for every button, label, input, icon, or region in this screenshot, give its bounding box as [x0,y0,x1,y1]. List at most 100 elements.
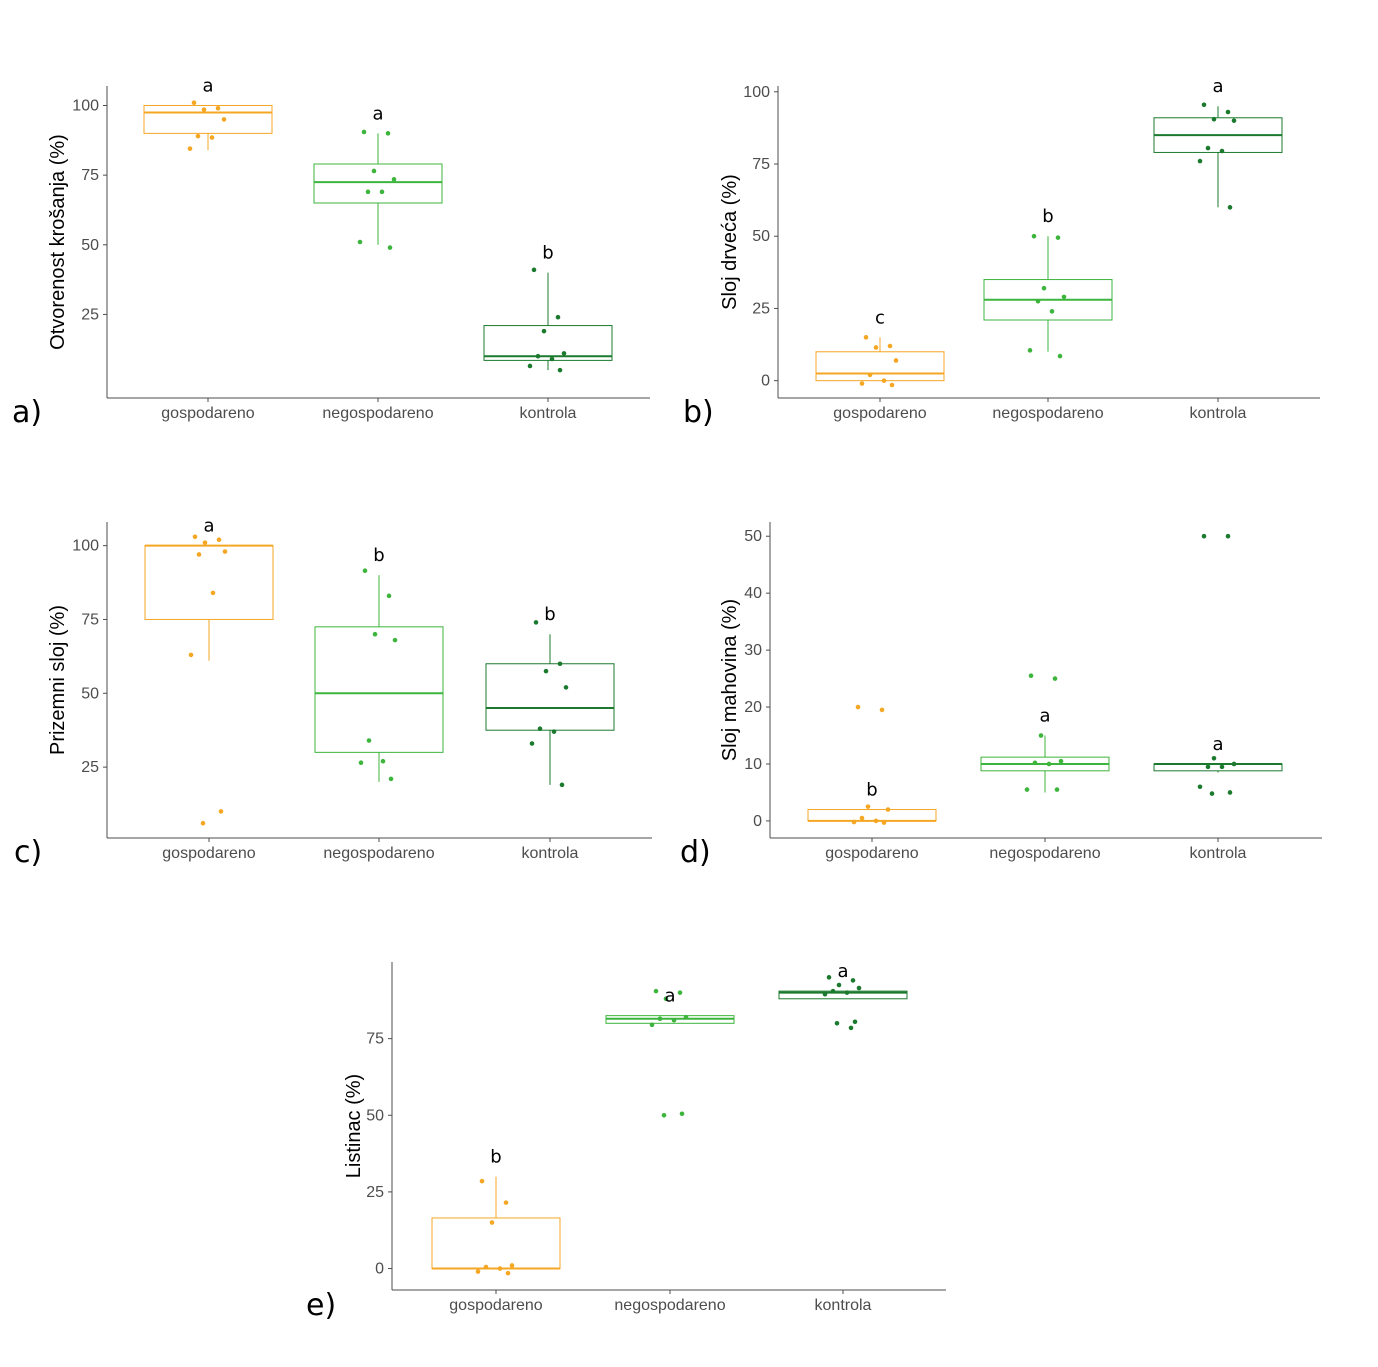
data-point [856,985,862,991]
x-tick-label: kontrola [1190,405,1247,422]
box-gospodareno: b [807,704,937,825]
data-point [497,1266,503,1271]
data-point [1197,784,1203,790]
panel-e: 0 25 50 75 Listinac (%) e) b gospodareno a negosp… [306,961,946,1323]
y-tick-label: 25 [81,306,99,323]
data-point [191,100,197,106]
data-point [365,189,371,195]
data-point [483,1264,489,1270]
box-iqr [143,105,273,134]
significance-letter: b [866,780,877,801]
data-point [557,367,563,373]
y-tick-label: 50 [81,685,99,702]
data-point [677,990,683,995]
data-point [653,988,659,994]
data-point [210,590,216,596]
y-tick-label: 75 [81,167,99,184]
data-point [218,809,224,814]
data-point [563,685,569,690]
data-point [1046,761,1052,767]
data-point [537,726,543,732]
data-point [885,807,891,812]
y-axis-title: Sloj drveća (%) [719,174,741,310]
significance-letter: a [372,103,383,124]
y-tick-label: 0 [761,373,770,390]
data-point [834,1021,840,1026]
significance-letter: c [875,307,885,328]
y-axis-title: Prizemni sloj (%) [47,605,69,755]
y-tick-label: 100 [72,538,99,555]
data-point [657,1016,663,1022]
x-tick-label: gospodareno [161,405,255,422]
significance-letter: a [1212,76,1223,97]
box-iqr [485,663,615,731]
data-point [881,378,887,383]
y-tick-label: 50 [744,528,762,545]
box-iqr [313,163,443,204]
data-point [1211,116,1217,122]
data-point [848,1025,854,1031]
panel-label: e) [306,1288,336,1323]
x-tick-label: kontrola [815,1297,872,1314]
y-tick-label: 0 [753,813,762,830]
data-point [1231,761,1237,767]
data-point [1057,353,1063,359]
data-point [844,990,850,995]
box-negospodareno: b [983,206,1113,359]
data-point [358,760,364,765]
significance-letter: b [373,545,384,566]
box-iqr [483,325,613,361]
data-point [505,1270,511,1276]
box-gospodareno: a [143,76,273,151]
y-axis-title: Sloj mahovina (%) [719,599,741,761]
data-point [1201,533,1207,539]
data-point [852,1019,858,1025]
significance-letter: b [544,604,555,625]
data-point [1227,790,1233,795]
y-axis-title: Listinac (%) [343,1074,365,1178]
y-tick-label: 25 [81,759,99,776]
data-point [215,105,221,111]
data-point [867,372,873,378]
panel-label: a) [12,395,42,430]
x-tick-label: gospodareno [449,1297,543,1314]
data-point [535,353,541,359]
y-tick-label: 25 [366,1184,384,1201]
significance-letter: a [837,961,848,982]
x-tick-label: negospodareno [322,405,433,422]
x-tick-label: kontrola [1190,845,1247,862]
data-point [187,146,193,151]
data-point [541,328,547,334]
data-point [679,1111,685,1117]
significance-letter: b [542,243,553,264]
data-point [202,540,208,545]
x-tick-label: negospodareno [614,1297,725,1314]
data-point [1197,158,1203,164]
y-tick-label: 0 [375,1261,384,1278]
data-point [503,1200,509,1205]
data-point [551,729,557,734]
y-tick-label: 30 [744,642,762,659]
data-point [850,978,856,983]
panel-c: 25 50 75 100 Prizemni sloj (%) c) a gospodareno… [14,516,652,870]
box-kontrola: b [485,604,615,788]
data-point [391,177,397,182]
data-point [893,358,899,363]
panel-label: d) [680,835,711,870]
data-point [1031,233,1037,239]
box-iqr [815,351,945,382]
data-point [1219,148,1225,154]
data-point [863,335,869,340]
data-point [1028,673,1034,679]
significance-letter: b [1042,206,1053,227]
y-tick-label: 20 [744,699,762,716]
data-point [1052,676,1058,681]
data-point [392,637,398,643]
data-point [1058,758,1064,764]
box-negospodareno: a [980,673,1110,793]
box-iqr [1153,763,1283,772]
panel-label: c) [14,835,42,870]
y-tick-label: 25 [752,300,770,317]
data-point [489,1220,495,1225]
data-point [663,996,669,1002]
